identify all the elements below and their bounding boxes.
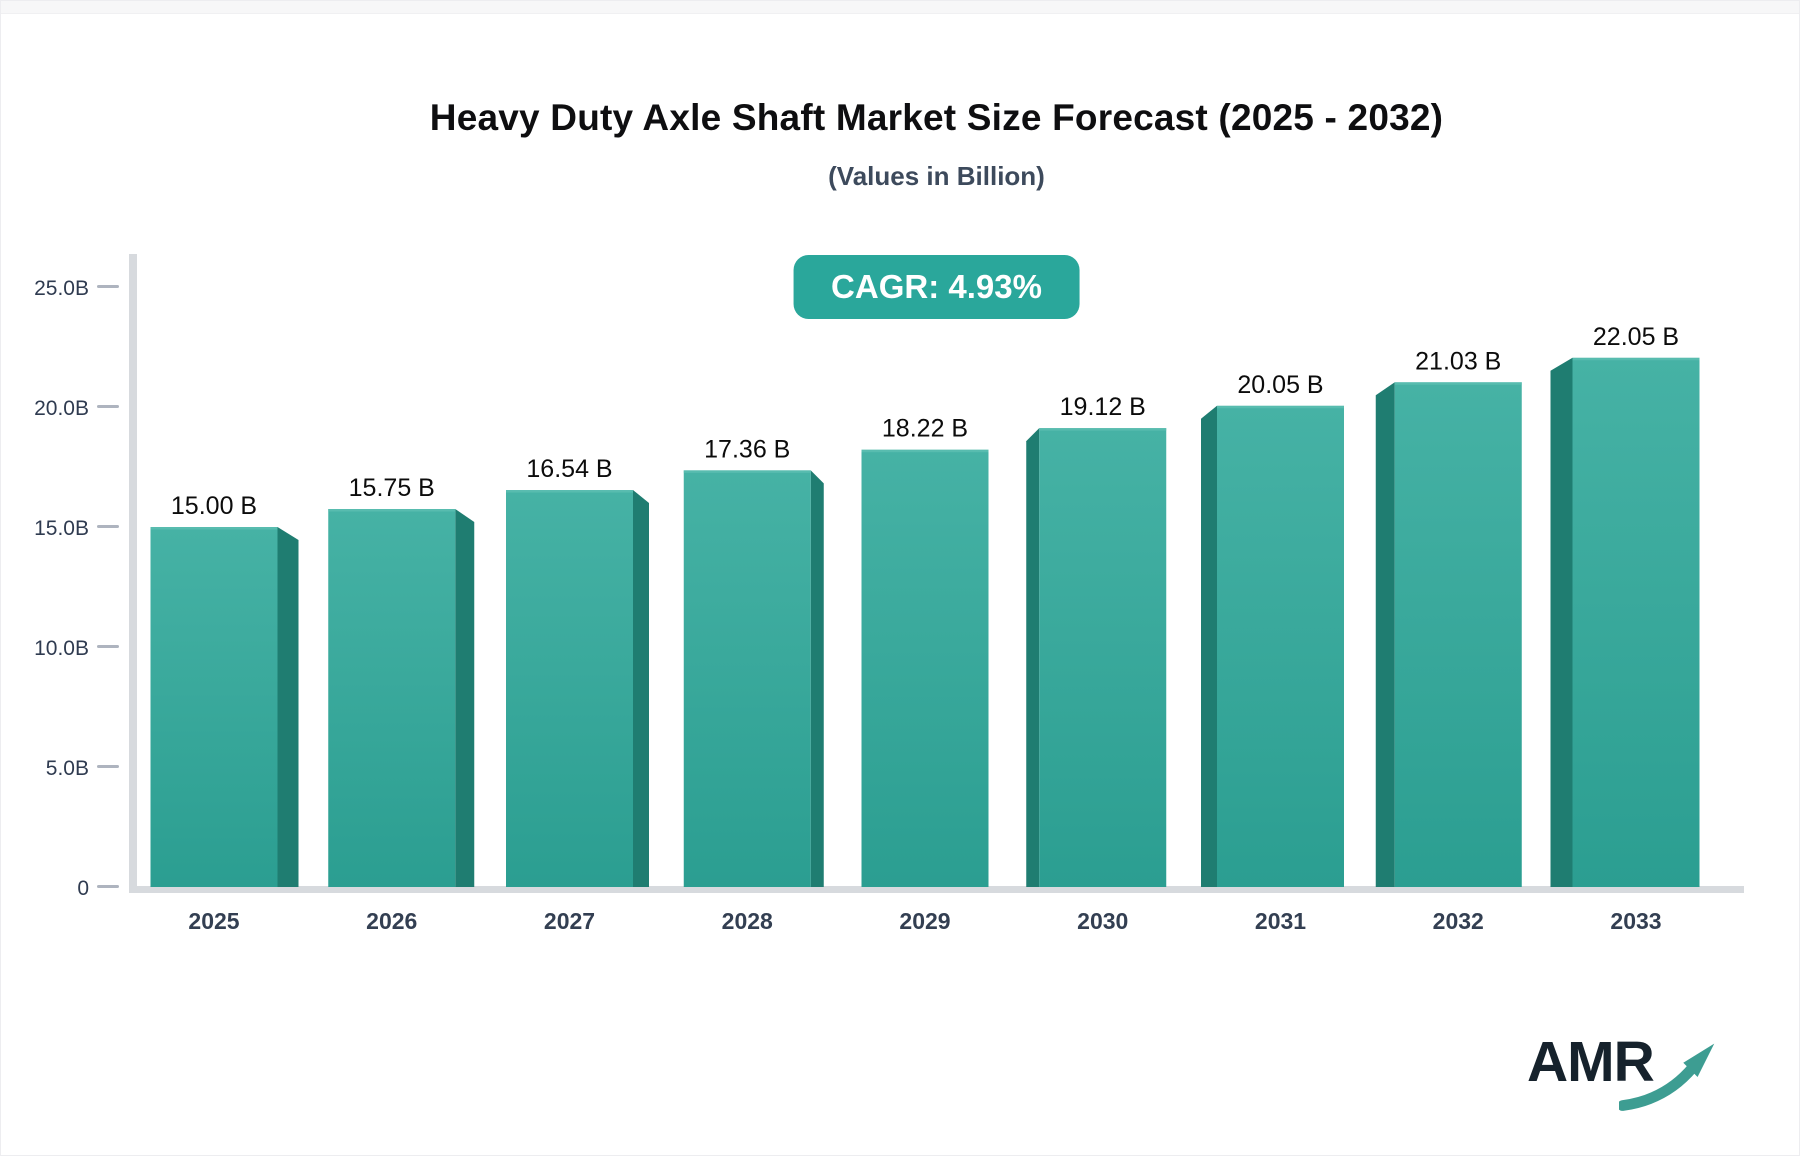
bar-value-label: 21.03 B <box>1415 347 1501 375</box>
y-tick-label: 5.0B <box>46 757 89 780</box>
y-tick-dash <box>97 525 119 528</box>
y-tick-dash <box>97 405 119 408</box>
y-tick-label: 20.0B <box>34 397 89 420</box>
y-tick-label: 15.0B <box>34 517 89 540</box>
x-axis-label: 2032 <box>1433 908 1484 934</box>
cagr-badge: CAGR: 4.93% <box>793 255 1080 319</box>
bar-value-label: 19.12 B <box>1060 393 1146 421</box>
bar-group-2026: 15.75 B 2026 <box>328 474 475 934</box>
amr-logo: AMR <box>1527 1029 1747 1119</box>
bar-side <box>633 490 649 887</box>
bar-top-highlight <box>1039 428 1167 431</box>
chart-subtitle: (Values in Billion) <box>828 161 1045 191</box>
bar-value-label: 22.05 B <box>1593 323 1679 351</box>
bar-value-label: 20.05 B <box>1237 371 1323 399</box>
x-axis-label: 2028 <box>722 908 773 934</box>
bar-value-label: 17.36 B <box>704 435 790 463</box>
bar-face <box>683 470 811 887</box>
y-tick-dash <box>97 645 119 648</box>
bar-face <box>150 527 278 887</box>
bar-face <box>1039 428 1167 887</box>
bar-top-highlight <box>328 509 456 512</box>
bar-group-2031: 20.05 B 2031 <box>1201 371 1344 934</box>
bar-top-highlight <box>1394 382 1522 385</box>
bar-group-2030: 19.12 B 2030 <box>1026 393 1167 934</box>
x-axis-label: 2025 <box>188 908 239 934</box>
x-axis-label: 2029 <box>899 908 950 934</box>
bar-face <box>1394 382 1522 887</box>
y-tick-label: 10.0B <box>34 637 89 660</box>
y-tick-dash <box>97 765 119 768</box>
x-axis-label: 2033 <box>1610 908 1661 934</box>
x-axis-label: 2027 <box>544 908 595 934</box>
y-axis-line <box>129 254 137 893</box>
bar-top-highlight <box>861 449 989 453</box>
bar-value-label: 15.00 B <box>171 492 257 520</box>
bar-face <box>861 449 989 887</box>
bar-side <box>455 509 475 887</box>
top-border <box>1 1 1799 14</box>
bar-face <box>328 509 456 887</box>
bar-side <box>1201 405 1217 887</box>
chart-title: Heavy Duty Axle Shaft Market Size Foreca… <box>429 97 1444 138</box>
amr-logo-arrow-icon <box>1619 1043 1715 1111</box>
bar-group-2027: 16.54 B 2027 <box>506 455 649 934</box>
bar-group-2025: 15.00 B 2025 <box>150 492 299 934</box>
y-tick-label: 0 <box>77 877 89 900</box>
x-axis-label: 2030 <box>1077 908 1128 934</box>
bar-value-label: 15.75 B <box>349 474 435 502</box>
x-axis-label: 2031 <box>1255 908 1306 934</box>
bar-side <box>1550 357 1573 887</box>
x-axis-line <box>129 886 1744 893</box>
cagr-badge-label: CAGR: 4.93% <box>831 268 1042 305</box>
bar-side <box>1375 382 1395 887</box>
bar-value-label: 18.22 B <box>882 415 968 443</box>
bar-face <box>1217 405 1344 887</box>
bar-top-highlight <box>150 527 278 530</box>
bar-top-highlight <box>683 470 811 473</box>
bar-value-label: 16.54 B <box>526 455 612 483</box>
y-tick-dash <box>97 885 119 888</box>
bar-top-highlight <box>1217 405 1344 409</box>
bar-side <box>810 470 824 887</box>
bar-side <box>1026 428 1040 887</box>
bar-side <box>277 527 299 887</box>
x-axis-label: 2026 <box>366 908 417 934</box>
bar-group-2033: 22.05 B 2033 <box>1550 323 1700 934</box>
bar-face <box>1572 357 1700 887</box>
bar-top-highlight <box>1572 357 1700 361</box>
y-tick-dash <box>97 285 119 288</box>
bar-group-2029: 18.22 B 2029 <box>861 415 989 934</box>
bar-group-2032: 21.03 B 2032 <box>1375 347 1522 934</box>
y-tick-label: 25.0B <box>34 277 89 300</box>
bar-face <box>506 490 633 887</box>
bar-group-2028: 17.36 B 2028 <box>683 435 824 934</box>
bar-top-highlight <box>506 490 633 493</box>
amr-logo-text: AMR <box>1527 1030 1655 1094</box>
